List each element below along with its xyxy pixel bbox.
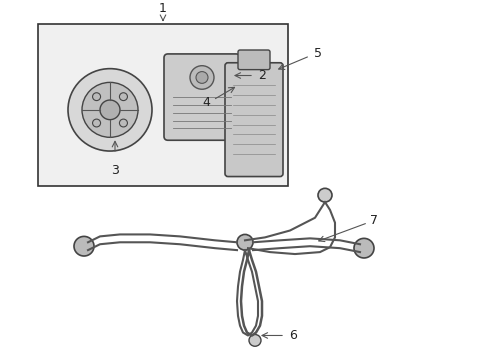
Circle shape <box>82 82 138 137</box>
Circle shape <box>196 72 207 84</box>
Circle shape <box>317 188 331 202</box>
FancyBboxPatch shape <box>163 54 240 140</box>
Circle shape <box>74 237 94 256</box>
Circle shape <box>119 119 127 127</box>
Circle shape <box>92 93 101 100</box>
Circle shape <box>237 234 252 250</box>
Text: 5: 5 <box>313 48 321 60</box>
Bar <box>38 24 287 186</box>
Text: 1: 1 <box>159 2 166 15</box>
Text: 4: 4 <box>202 96 209 109</box>
Circle shape <box>119 93 127 100</box>
Circle shape <box>92 119 101 127</box>
Circle shape <box>100 100 120 120</box>
Circle shape <box>353 238 373 258</box>
Text: 2: 2 <box>258 69 265 82</box>
Text: 3: 3 <box>111 164 119 177</box>
Circle shape <box>190 66 214 89</box>
Circle shape <box>68 69 152 151</box>
Text: 7: 7 <box>369 214 377 227</box>
FancyBboxPatch shape <box>238 50 269 69</box>
Circle shape <box>248 334 261 346</box>
Text: 6: 6 <box>288 329 296 342</box>
FancyBboxPatch shape <box>224 63 283 176</box>
